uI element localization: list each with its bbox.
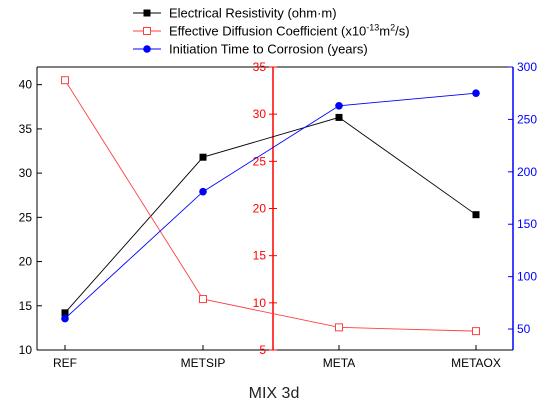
middle-axis-tick-label: 35 [253,60,267,74]
x-axis-tick-label: REF [53,356,77,370]
left-axis-tick-label: 40 [19,78,33,92]
x-axis-title: MIX 3d [249,385,300,402]
axes: 1015202530354051015202530355010015020025… [19,60,538,370]
legend-label-resistivity: Electrical Resistivity (ohm·m) [169,6,337,21]
left-axis-tick-label: 20 [19,255,33,269]
right-axis-tick-label: 50 [517,322,531,336]
legend-label-diffusion: Effective Diffusion Coefficient (x10-13m… [169,23,410,39]
legend-label-diffusion-part1: Effective Diffusion Coefficient (x10 [169,24,366,39]
left-axis-tick-label: 10 [19,343,33,357]
legend-item-resistivity: Electrical Resistivity (ohm·m) [133,6,337,21]
data-point [335,323,343,332]
data-point [61,76,69,85]
series-layer [61,76,480,336]
data-point [61,309,69,317]
x-axis-tick-label: METAOX [451,356,501,370]
data-point [335,113,343,121]
right-axis-tick-label: 300 [517,60,537,74]
data-point [335,101,343,110]
right-axis-tick-label: 200 [517,165,537,179]
middle-axis-tick-label: 10 [253,296,267,310]
x-axis-tick-label: META [323,356,355,370]
legend-item-diffusion: Effective Diffusion Coefficient (x10-13m… [133,23,410,39]
data-point [472,327,480,336]
right-axis-tick-label: 250 [517,112,537,126]
series-line [64,92,477,319]
series-line [64,116,477,314]
legend: Electrical Resistivity (ohm·m) Effective… [133,6,410,57]
legend-item-initiation: Initiation Time to Corrosion (years) [133,42,368,57]
legend-label-diffusion-sup2: 2 [390,23,395,33]
series-line [64,79,477,332]
middle-axis-tick-label: 20 [253,202,267,216]
left-axis-tick-label: 35 [19,122,33,136]
right-axis-tick-label: 150 [517,217,537,231]
legend-label-diffusion-part2: m [379,24,390,39]
x-axis-tick-label: METSIP [181,356,226,370]
data-point [199,153,207,161]
legend-label-diffusion-sup1: -13 [366,23,379,33]
legend-label-initiation: Initiation Time to Corrosion (years) [169,42,368,57]
left-axis-tick-label: 25 [19,210,33,224]
left-axis-tick-label: 15 [19,299,33,313]
middle-axis-tick-label: 30 [253,107,267,121]
legend-marker-diffusion [143,27,151,35]
data-point [472,89,480,98]
legend-marker-initiation [143,45,151,53]
middle-axis-tick-label: 15 [253,249,267,263]
right-axis-tick-label: 100 [517,270,537,284]
data-point [199,187,207,196]
legend-label-diffusion-part3: /s) [395,24,409,39]
data-point [472,211,480,219]
legend-marker-resistivity [143,9,151,17]
left-axis-tick-label: 30 [19,166,33,180]
middle-axis-tick-label: 5 [259,343,266,357]
data-point [61,314,69,323]
data-point [199,295,207,304]
